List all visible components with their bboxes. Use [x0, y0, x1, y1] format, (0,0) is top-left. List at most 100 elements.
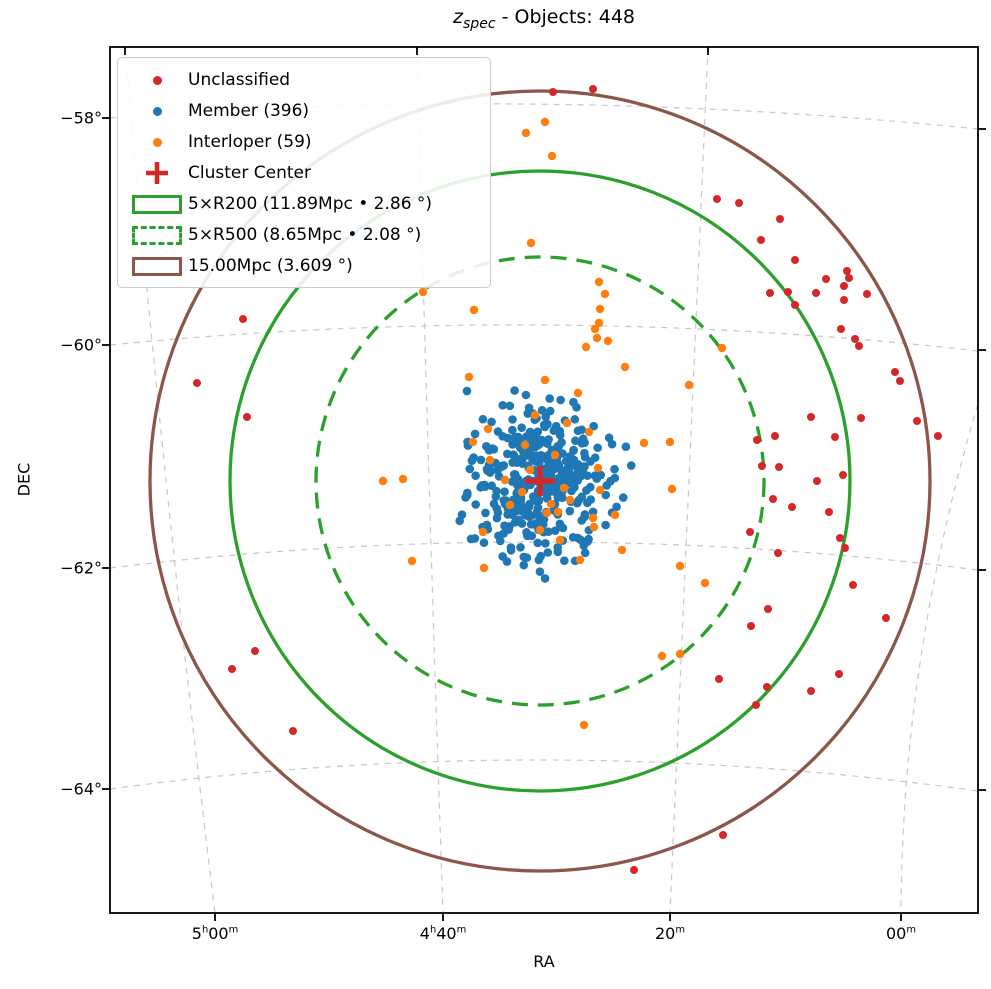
data-point — [516, 543, 525, 552]
data-point — [541, 412, 550, 422]
data-point — [822, 275, 830, 283]
data-point — [506, 546, 516, 555]
y-axis-label: DEC — [14, 462, 34, 497]
data-point — [289, 727, 297, 735]
legend-label: Cluster Center — [188, 163, 311, 183]
data-point — [565, 506, 575, 516]
data-point — [527, 531, 537, 541]
data-point — [595, 304, 605, 314]
data-point — [497, 462, 507, 471]
data-point — [487, 481, 496, 490]
data-point — [466, 534, 476, 544]
data-point — [813, 477, 821, 485]
data-point — [478, 527, 488, 537]
dashed-circle-swatch-icon — [132, 225, 182, 245]
data-point — [684, 380, 694, 390]
data-point — [573, 388, 583, 398]
data-point — [500, 521, 509, 530]
y-tick-label: −64° — [60, 779, 102, 799]
data-point — [512, 458, 522, 467]
data-point — [467, 456, 477, 465]
data-point — [617, 545, 627, 555]
legend-line-swatch — [126, 194, 188, 214]
data-point — [766, 289, 774, 297]
data-point — [239, 315, 247, 323]
data-point — [896, 377, 904, 385]
data-point — [675, 649, 685, 659]
data-point — [505, 500, 515, 510]
data-point — [600, 289, 610, 299]
data-point — [836, 534, 844, 542]
data-point — [489, 499, 499, 509]
data-point — [590, 453, 600, 462]
data-point — [583, 498, 592, 508]
data-point — [540, 117, 550, 127]
data-point — [479, 563, 489, 573]
data-point — [580, 510, 590, 519]
data-point — [753, 436, 761, 444]
data-point — [487, 417, 496, 427]
data-point — [528, 492, 538, 501]
data-point — [788, 503, 796, 511]
data-point — [592, 333, 602, 343]
data-point — [500, 487, 509, 497]
legend-cross-icon — [126, 160, 188, 186]
data-point — [535, 525, 545, 535]
data-point — [604, 433, 614, 443]
data-point — [545, 406, 555, 416]
data-point — [588, 513, 598, 523]
data-point — [621, 442, 631, 452]
data-point — [601, 520, 610, 530]
data-point — [569, 445, 578, 455]
unclassified-points — [193, 85, 942, 874]
data-point — [665, 437, 675, 447]
data-point — [843, 267, 851, 275]
data-point — [525, 465, 535, 475]
data-point — [812, 289, 820, 297]
data-point — [533, 538, 543, 548]
data-point — [407, 556, 417, 566]
data-point — [508, 415, 517, 424]
data-point — [499, 496, 509, 505]
data-point — [519, 560, 529, 570]
data-point — [835, 670, 843, 678]
data-point — [891, 368, 899, 376]
data-point — [511, 477, 521, 487]
data-point — [228, 665, 236, 673]
y-tick-label: −58° — [60, 108, 102, 128]
data-point — [243, 413, 251, 421]
data-point — [845, 274, 853, 282]
data-point — [586, 482, 595, 492]
data-point — [530, 410, 540, 420]
data-point — [630, 866, 638, 874]
circle-5xR500 — [314, 255, 766, 707]
data-point — [934, 432, 942, 440]
data-point — [534, 555, 544, 565]
data-point — [574, 495, 584, 505]
data-point — [535, 567, 545, 576]
data-point — [514, 515, 524, 525]
data-point — [840, 282, 848, 290]
data-point — [588, 507, 598, 517]
data-point — [505, 401, 515, 411]
data-point — [491, 492, 501, 501]
data-point — [485, 455, 495, 465]
y-tick-label: −62° — [60, 558, 102, 578]
data-point — [603, 336, 613, 346]
data-point — [251, 647, 259, 655]
data-point — [590, 324, 600, 334]
data-point — [758, 462, 766, 470]
legend-item: Unclassified — [126, 65, 480, 95]
data-point — [509, 451, 519, 461]
data-point — [533, 427, 543, 437]
data-point — [825, 508, 833, 516]
data-point — [470, 429, 480, 439]
data-point — [547, 151, 557, 161]
data-point — [513, 432, 523, 442]
data-point — [539, 420, 549, 430]
title-subscript: spec — [462, 15, 496, 32]
solid-circle-swatch-icon — [132, 194, 182, 214]
data-point — [610, 473, 620, 483]
x-axis-label: RA — [533, 952, 555, 971]
data-point — [855, 342, 863, 350]
